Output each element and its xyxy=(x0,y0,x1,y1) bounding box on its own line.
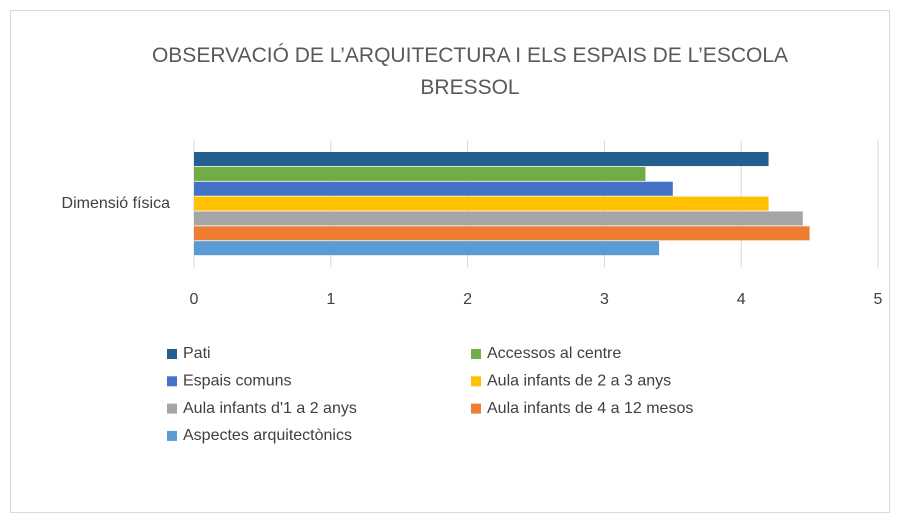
x-tick-label: 3 xyxy=(600,291,609,308)
x-tick-label: 2 xyxy=(463,291,472,308)
bar xyxy=(194,241,660,256)
bar xyxy=(194,181,673,196)
legend-swatch xyxy=(167,349,177,359)
bar xyxy=(194,211,803,226)
x-tick-label: 1 xyxy=(326,291,335,308)
chart-title: OBSERVACIÓ DE L’ARQUITECTURA I ELS ESPAI… xyxy=(151,44,789,99)
bar xyxy=(194,196,769,211)
legend-swatch xyxy=(471,349,481,359)
chart-border xyxy=(10,10,890,513)
legend-label: Accessos al centre xyxy=(487,345,621,362)
legend-swatch xyxy=(471,376,481,387)
legend-swatch xyxy=(167,403,177,414)
legend-swatch xyxy=(167,430,177,441)
y-tick-label: Dimensió física xyxy=(62,195,171,212)
legend-label: Aula infants d'1 a 2 anys xyxy=(183,400,357,417)
legend-label: Aspectes arquitectònics xyxy=(183,427,352,444)
legend-label: Aula infants de 4 a 12 mesos xyxy=(487,400,693,417)
legend-swatch xyxy=(471,403,481,414)
legend-swatch xyxy=(167,376,177,387)
legend-label: Pati xyxy=(183,345,211,362)
x-tick-label: 0 xyxy=(190,291,199,308)
bar xyxy=(194,166,646,181)
x-tick-label: 5 xyxy=(874,291,883,308)
bar xyxy=(194,226,810,241)
legend-label: Espais comuns xyxy=(183,373,292,390)
bar xyxy=(194,152,769,167)
legend-label: Aula infants de 2 a 3 anys xyxy=(487,373,671,390)
x-tick-label: 4 xyxy=(737,291,746,308)
